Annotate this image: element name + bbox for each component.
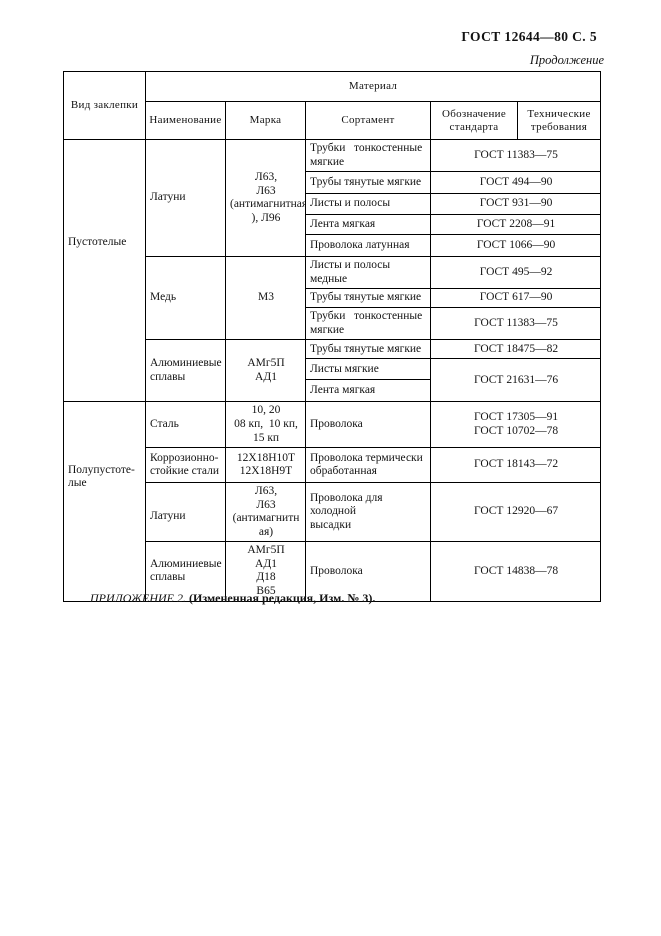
material-name-cell: Алюминиевые сплавы <box>145 339 226 403</box>
table-row: Трубы тянутые мягкие ГОСТ 617—90 <box>64 288 602 309</box>
standard-cell: ГОСТ 11383—75 <box>429 138 602 173</box>
standard-cell: ГОСТ 1066—90 <box>429 234 602 258</box>
grade-cell: АМг5П АД1 Д18 В65 <box>225 541 306 602</box>
standard-cell: ГОСТ 21631—76 <box>429 358 602 403</box>
rivet-type-label: Пустотелые <box>68 235 127 248</box>
col-header-assortment: Сортамент <box>305 101 431 140</box>
standard-cell: ГОСТ 495—92 <box>429 256 602 290</box>
grade-cell: 12Х18Н10Т 12Х18Н9Т <box>225 447 306 484</box>
appendix-label: ПРИЛОЖЕНИЕ 2. <box>90 591 186 605</box>
rivet-type-cell: Пустотелые <box>63 138 146 403</box>
assortment-cell: Трубки тонкостенные мягкие <box>305 307 431 341</box>
assortment-cell: Лента мягкая <box>305 214 431 236</box>
continuation-label: Продолжение <box>529 53 604 67</box>
grade-cell: Л63, Л63 (антимагнитная ), Л96 <box>225 138 306 258</box>
appendix-revision-note: (Измененная редакция, Изм. № 3). <box>185 591 376 605</box>
table-row: Алюминиевые сплавы АМг5П АД1 Д18 В65 Про… <box>64 541 602 602</box>
col-header-grade: Марка <box>225 101 306 140</box>
material-name-cell: Медь <box>145 256 226 341</box>
standard-cell: ГОСТ 494—90 <box>429 171 602 195</box>
material-name-cell: Сталь <box>145 401 226 449</box>
grade-cell: М3 <box>225 256 306 341</box>
material-name-cell: Латуни <box>145 482 226 543</box>
assortment-cell: Трубы тянутые мягкие <box>305 339 431 360</box>
header-row-1: Вид заклепки Материал <box>63 71 602 140</box>
col-header-tech-requirements: Технические требования <box>516 101 602 140</box>
grade-cell: АМг5П АД1 <box>225 339 306 403</box>
rivet-materials-table: Вид заклепки Материал Наименование Марка… <box>63 71 602 602</box>
material-name-cell: Коррозионно- стойкие стали <box>145 447 226 484</box>
standard-cell: ГОСТ 2208—91 <box>429 214 602 236</box>
col-header-rivet-type: Вид заклепки <box>63 71 146 140</box>
standard-cell: ГОСТ 18475—82 <box>429 339 602 360</box>
col-header-standard: Обозначение стандарта <box>430 101 518 140</box>
table-row: Полупустоте- лые Сталь 10, 20 08 кп, 10 … <box>63 401 602 602</box>
assortment-cell: Лента мягкая <box>305 379 431 403</box>
standard-cell: ГОСТ 17305—91 ГОСТ 10702—78 <box>429 401 602 449</box>
table-row: Проволока латунная ГОСТ 1066—90 <box>64 234 602 258</box>
appendix-note: ПРИЛОЖЕНИЕ 2. (Измененная редакция, Изм.… <box>90 591 375 606</box>
grade-cell: 10, 20 08 кп, 10 кп, 15 кп <box>225 401 306 449</box>
assortment-cell: Листы и полосы медные <box>305 256 431 290</box>
assortment-cell: Листы и полосы <box>305 193 431 216</box>
assortment-cell: Трубы тянутые мягкие <box>305 288 431 309</box>
page-title: ГОСТ 12644—80 С. 5 <box>461 29 597 44</box>
table-row: Медь М3 Листы и полосы медные ГОСТ 495—9… <box>64 256 602 341</box>
table-row: Лента мягкая <box>64 379 601 403</box>
assortment-cell: Проволока термически обработанная <box>305 447 431 484</box>
table-row: Лента мягкая ГОСТ 2208—91 <box>64 214 602 236</box>
material-name-cell: Латуни <box>145 138 226 258</box>
col-header-material: Материал <box>144 71 602 102</box>
assortment-cell: Проволока латунная <box>305 234 431 258</box>
assortment-cell: Листы мягкие <box>305 358 431 381</box>
table-row: Трубки тонкостенные мягкие ГОСТ 11383—75 <box>64 307 602 341</box>
table-row: Листы мягкие ГОСТ 21631—76 <box>64 358 602 403</box>
assortment-cell: Проволока <box>305 541 431 602</box>
assortment-cell: Проволока <box>305 401 431 449</box>
header-row-2: Наименование Марка Сортамент Обозначение… <box>64 101 602 140</box>
assortment-cell: Проволока для холодной высадки <box>305 482 431 543</box>
standard-cell: ГОСТ 12920—67 <box>429 482 602 543</box>
standard-cell: ГОСТ 14838—78 <box>429 541 602 602</box>
table-row: Трубы тянутые мягкие ГОСТ 494—90 <box>64 171 602 195</box>
grade-cell: Л63, Л63 (антимагнитн ая) <box>225 482 306 543</box>
table-row: Листы и полосы ГОСТ 931—90 <box>64 193 602 216</box>
standard-cell: ГОСТ 617—90 <box>429 288 602 309</box>
rivet-type-cell: Полупустоте- лые <box>63 401 146 602</box>
table-row: Пустотелые Латуни Л63, Л63 (антимагнитна… <box>63 138 602 403</box>
rivet-type-label: Полупустоте- лые <box>68 463 135 490</box>
material-name-cell: Алюминиевые сплавы <box>145 541 226 602</box>
assortment-cell: Трубки тонкостенные мягкие <box>305 138 431 173</box>
standard-cell: ГОСТ 11383—75 <box>429 307 602 341</box>
assortment-cell: Трубы тянутые мягкие <box>305 171 431 195</box>
standard-cell: ГОСТ 18143—72 <box>429 447 602 484</box>
col-header-name: Наименование <box>145 101 226 140</box>
standard-cell: ГОСТ 931—90 <box>429 193 602 216</box>
table-row: Латуни Л63, Л63 (антимагнитн ая) Проволо… <box>64 482 602 543</box>
